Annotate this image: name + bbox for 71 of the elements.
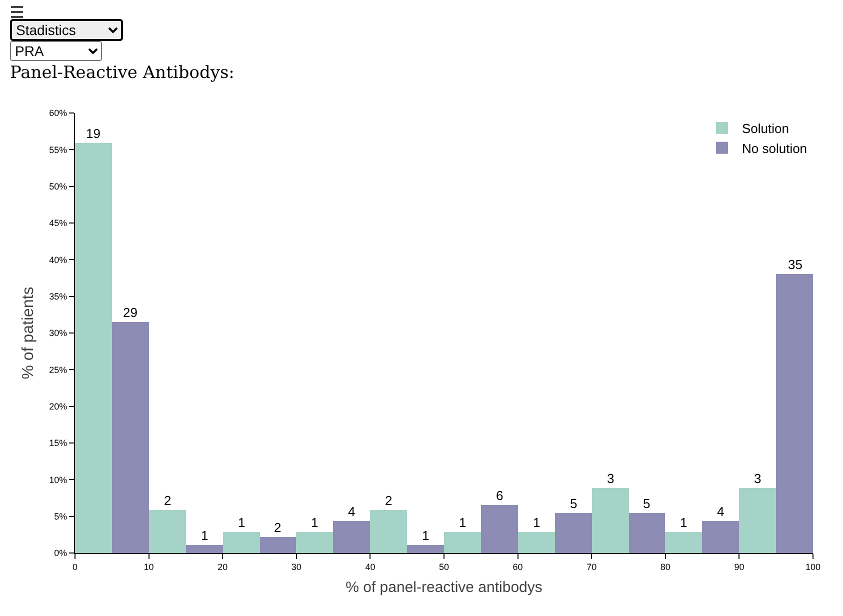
- bar: [481, 505, 518, 553]
- y-tick-label: 15%: [49, 438, 68, 448]
- bar: [75, 143, 112, 553]
- annotation: 3: [607, 471, 614, 486]
- x-tick-label: 40: [365, 562, 376, 572]
- annotation: 2: [274, 520, 282, 535]
- legend-label: Solution: [742, 121, 789, 136]
- y-tick-label: 55%: [49, 144, 68, 155]
- x-tick-label: 30: [291, 562, 302, 572]
- annotation: 1: [422, 528, 430, 543]
- x-tick-label: 60: [512, 562, 523, 572]
- y-tick-label: 45%: [49, 218, 68, 228]
- bar: [296, 532, 333, 553]
- annotation: 1: [201, 528, 208, 543]
- y-tick-label: 50%: [49, 181, 68, 192]
- annotation: 1: [238, 515, 246, 530]
- bar: [776, 274, 813, 553]
- bar: [555, 513, 592, 553]
- annotation: 1: [311, 515, 318, 530]
- x-tick-label: 100: [805, 562, 821, 572]
- bar: [333, 521, 370, 553]
- annotation: 4: [717, 504, 724, 519]
- x-tick-label: 20: [218, 562, 228, 572]
- bar: [112, 322, 149, 553]
- annotation: 29: [123, 305, 138, 320]
- x-axis-title: % of panel-reactive antibodys: [346, 578, 542, 596]
- x-tick-label: 90: [734, 562, 744, 572]
- bar: [629, 513, 665, 553]
- y-tick-label: 20%: [49, 401, 68, 412]
- x-tick-label: 70: [586, 562, 597, 572]
- annotation: 1: [680, 515, 688, 530]
- bar: [592, 488, 629, 553]
- legend-label: No solution: [742, 140, 808, 156]
- x-tick-label: 50: [438, 562, 450, 572]
- dropdown: Stadistics: [10, 19, 123, 41]
- annotation: 2: [164, 493, 172, 508]
- y-tick-label: 10%: [49, 474, 68, 485]
- annotation: 3: [754, 471, 762, 486]
- annotation: 35: [788, 257, 802, 272]
- dropdown: PRA: [10, 41, 102, 61]
- bar: [665, 532, 702, 553]
- y-tick-label: 40%: [49, 254, 68, 265]
- y-tick-label: 30%: [49, 328, 68, 338]
- bar: [444, 532, 481, 553]
- annotation: 5: [570, 496, 578, 511]
- bar: [702, 521, 739, 553]
- y-tick-label: 25%: [49, 364, 68, 375]
- annotation: 1: [533, 515, 540, 530]
- bar: [370, 510, 407, 553]
- annotation: 4: [348, 504, 356, 519]
- chart-title: Panel-Reactive Antibodys:: [10, 63, 236, 83]
- bar: [407, 545, 444, 553]
- annotation: 6: [496, 488, 504, 503]
- annotation: 19: [86, 126, 100, 141]
- bar: [186, 545, 223, 553]
- y-tick-label: 35%: [49, 291, 68, 302]
- bar: [518, 532, 555, 553]
- bar: [223, 532, 260, 553]
- x-tick-label: 80: [660, 562, 670, 572]
- y-tick-label: 5%: [54, 511, 68, 522]
- x-tick-label: 0: [72, 562, 78, 572]
- y-tick-label: 60%: [49, 108, 68, 118]
- annotation: 5: [643, 496, 650, 511]
- bar: [149, 510, 186, 553]
- bar: [739, 488, 776, 553]
- annotation: 2: [385, 493, 392, 508]
- bar: [260, 537, 296, 553]
- x-tick-label: 10: [144, 562, 154, 572]
- y-axis-title: % of patients: [20, 286, 37, 380]
- annotation: 1: [459, 515, 466, 530]
- y-tick-label: 0%: [54, 548, 68, 558]
